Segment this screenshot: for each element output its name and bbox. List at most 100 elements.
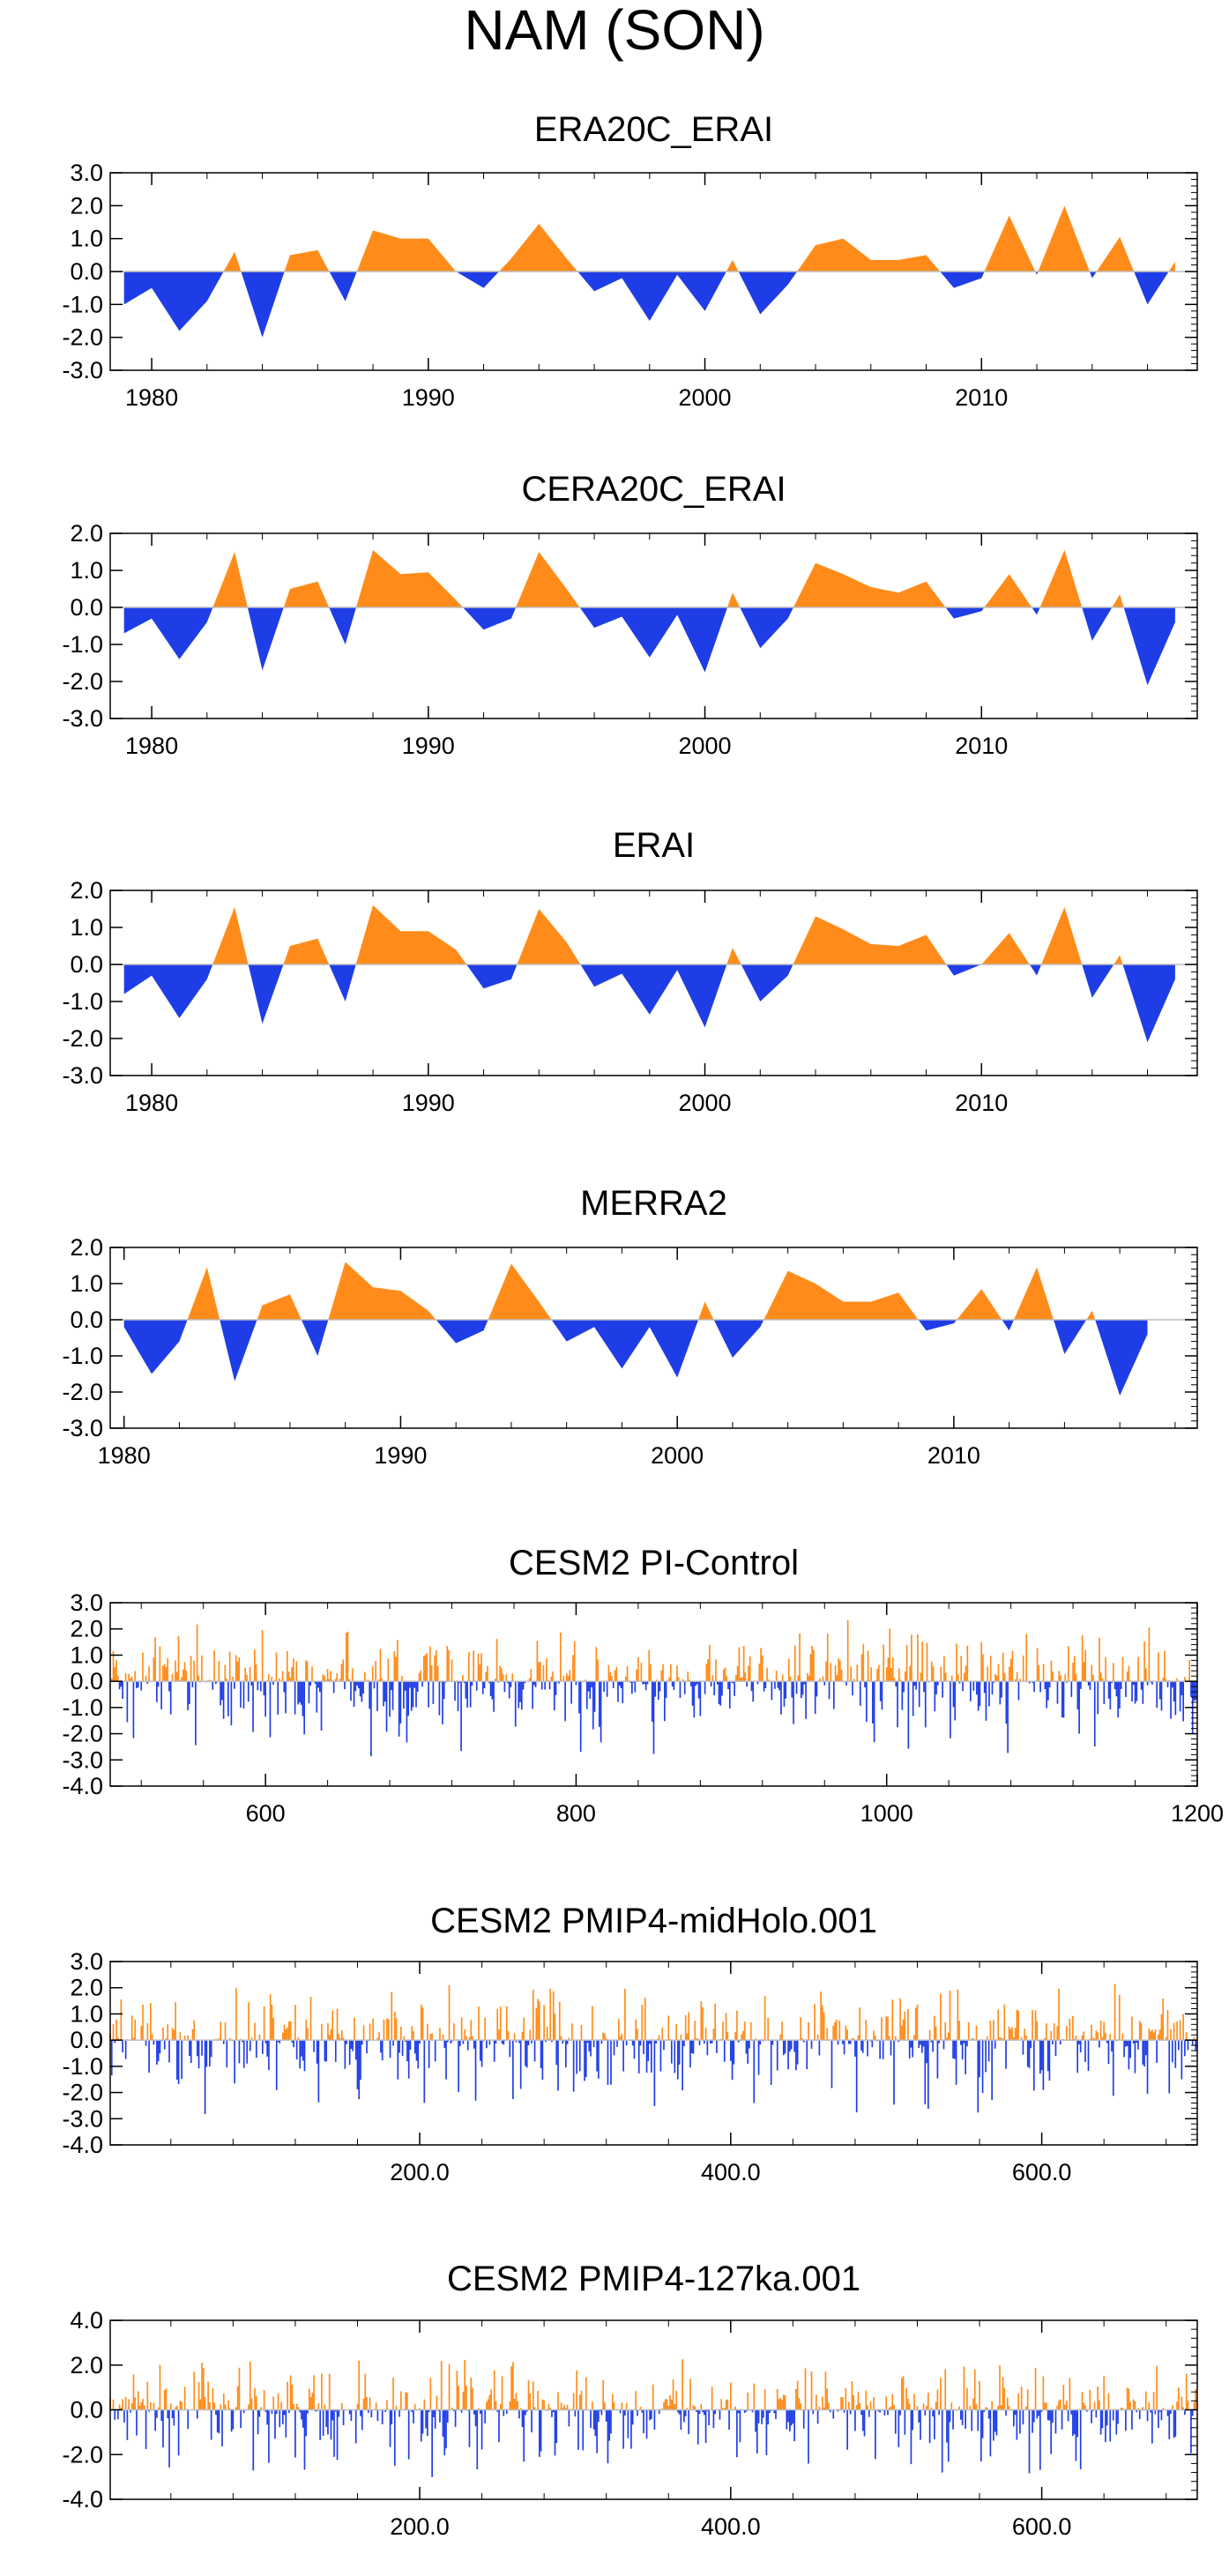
positive-bars [112, 1620, 1189, 1681]
y-tick-label: 2.0 [70, 2352, 103, 2379]
y-tick-label: 2.0 [70, 192, 103, 219]
x-tick-label: 1980 [98, 1442, 151, 1469]
y-tick-label: 1.0 [70, 226, 103, 252]
figure-title: NAM (SON) [464, 0, 764, 62]
y-tick-label: 0.0 [70, 594, 103, 621]
panel-title: CESM2 PI-Control [509, 1544, 799, 1582]
y-tick-label: 1.0 [70, 914, 103, 941]
negative-area [124, 1320, 1148, 1396]
y-tick-label: 2.0 [70, 1616, 103, 1642]
negative-bars [120, 1681, 1196, 1756]
x-tick-label: 2010 [955, 733, 1008, 759]
x-tick-label: 1000 [860, 1800, 913, 1827]
y-tick-label: 2.0 [70, 520, 103, 547]
y-tick-label: -2.0 [62, 2080, 103, 2106]
y-tick-label: -3.0 [62, 1415, 103, 1441]
x-tick-label: 1990 [374, 1442, 427, 1469]
panel-title: CESM2 PMIP4-midHolo.001 [430, 1902, 877, 1940]
x-tick-label: 1980 [125, 733, 178, 759]
y-tick-label: 0.0 [70, 1668, 103, 1694]
y-tick-label: -4.0 [62, 2132, 103, 2158]
x-tick-label: 1990 [402, 384, 455, 411]
panel-title: MERRA2 [580, 1184, 727, 1223]
y-tick-label: 0.0 [70, 2027, 103, 2053]
y-tick-label: -3.0 [62, 1746, 103, 1773]
y-tick-label: -2.0 [62, 324, 103, 351]
y-tick-label: 1.0 [70, 1642, 103, 1668]
y-tick-label: 2.0 [70, 1234, 103, 1261]
y-tick-label: 4.0 [70, 2307, 103, 2334]
y-tick-label: 2.0 [70, 877, 103, 904]
x-tick-label: 400.0 [701, 2513, 761, 2540]
x-tick-label: 600.0 [1012, 2159, 1072, 2185]
y-tick-label: -2.0 [62, 1379, 103, 1405]
x-tick-label: 800 [556, 1800, 596, 1827]
x-tick-label: 2000 [679, 384, 732, 411]
x-tick-label: 2000 [651, 1442, 704, 1469]
y-tick-label: -2.0 [62, 1025, 103, 1052]
panel-title: ERAI [613, 826, 695, 865]
y-tick-label: -3.0 [62, 1062, 103, 1089]
panel-era20c-erai: ERA20C_ERAI 3.0 2.0 1.0 0.0 -1.0 -2.0 -3.0 1980 1… [62, 110, 1197, 411]
y-tick-label: -4.0 [62, 2486, 103, 2513]
x-tick-label: 2000 [679, 1090, 732, 1116]
negative-area [124, 607, 1175, 685]
y-tick-label: -3.0 [62, 357, 103, 383]
y-tick-label: 1.0 [70, 2000, 103, 2027]
panel-title: ERA20C_ERAI [534, 110, 773, 149]
x-tick-label: 200.0 [390, 2159, 450, 2185]
y-tick-label: -3.0 [62, 2105, 103, 2132]
x-tick-label: 1990 [402, 1090, 455, 1116]
x-tick-label: 600.0 [1012, 2513, 1072, 2540]
x-tick-label: 1980 [125, 384, 178, 411]
x-tick-label: 600 [246, 1800, 286, 1827]
y-tick-label: -1.0 [62, 1694, 103, 1721]
positive-bars [110, 1984, 1194, 2041]
panel-title: CERA20C_ERAI [521, 470, 786, 509]
y-tick-label: 0.0 [70, 2397, 103, 2423]
negative-area [124, 964, 1175, 1042]
positive-area [124, 905, 1175, 964]
y-tick-label: -3.0 [62, 705, 103, 732]
x-tick-label: 2000 [679, 733, 732, 759]
x-tick-label: 2010 [927, 1442, 980, 1469]
y-tick-label: 3.0 [70, 1590, 103, 1616]
panel-erai: ERAI 2.0 1.0 0.0 -1.0 -2.0 -3.0 1980 1990 2000 201… [62, 826, 1197, 1116]
y-tick-label: -1.0 [62, 2053, 103, 2080]
x-tick-label: 200.0 [390, 2513, 450, 2540]
panel-cera20c-erai: CERA20C_ERAI 2.0 1.0 0.0 -1.0 -2.0 -3.0 1980 199… [62, 470, 1197, 759]
y-tick-label: 3.0 [70, 1948, 103, 1975]
x-tick-label: 2010 [955, 1090, 1008, 1116]
negative-bars [115, 2410, 1192, 2477]
x-tick-label: 1980 [125, 1090, 178, 1116]
positive-area [124, 205, 1175, 272]
x-tick-label: 1200 [1171, 1800, 1224, 1827]
y-tick-label: -1.0 [62, 631, 103, 658]
y-tick-label: -2.0 [62, 668, 103, 695]
x-tick-label: 400.0 [701, 2159, 761, 2185]
negative-area [124, 272, 1175, 338]
y-tick-label: 0.0 [70, 951, 103, 978]
y-tick-label: 2.0 [70, 1975, 103, 2001]
y-tick-label: -1.0 [62, 988, 103, 1015]
y-tick-label: -2.0 [62, 1721, 103, 1747]
y-tick-label: -4.0 [62, 1773, 103, 1799]
y-tick-label: -1.0 [62, 1343, 103, 1369]
x-tick-label: 1990 [402, 733, 455, 759]
y-tick-label: -2.0 [62, 2441, 103, 2468]
panel-midholo: CESM2 PMIP4-midHolo.0013.02.01.00.0-1.0-… [62, 1902, 1197, 2185]
y-tick-label: 0.0 [70, 258, 103, 285]
positive-bars [110, 2359, 1195, 2409]
y-tick-label: 3.0 [70, 160, 103, 186]
y-tick-label: -1.0 [62, 291, 103, 317]
y-tick-label: 0.0 [70, 1307, 103, 1333]
y-tick-label: 1.0 [70, 1270, 103, 1297]
positive-area [124, 550, 1175, 607]
y-tick-label: 1.0 [70, 557, 103, 584]
panel-pi-control: CESM2 PI-Control 3.02.01.00.0-1.0-2.0-3.0… [62, 1544, 1224, 1827]
panel-127ka: CESM2 PMIP4-127ka.0014.02.00.0-2.0-4.020… [62, 2260, 1197, 2540]
negative-bars [112, 2040, 1195, 2114]
